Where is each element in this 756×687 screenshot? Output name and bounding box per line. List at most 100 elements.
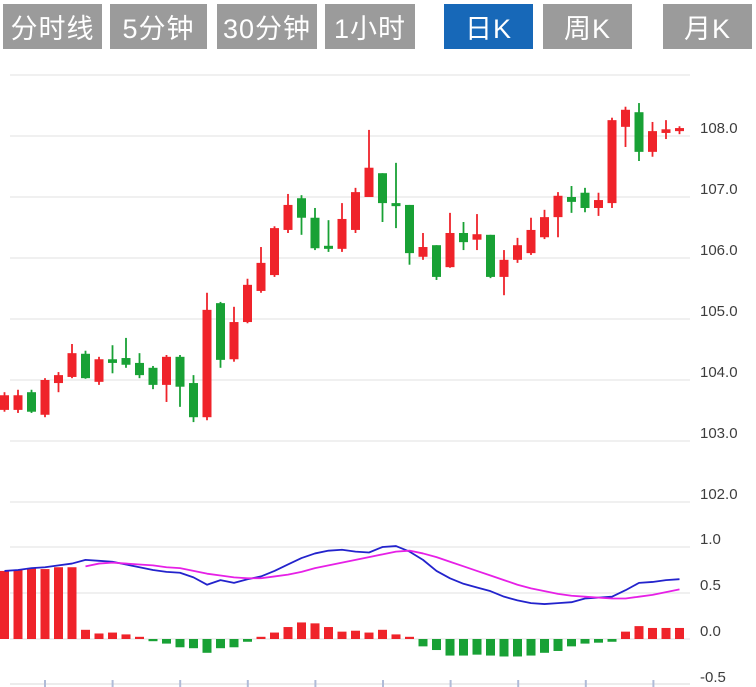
macd-histogram-bar (580, 639, 590, 644)
candle-body (634, 112, 644, 152)
macd-histogram-bar (324, 627, 333, 639)
macd-histogram-bar (135, 636, 144, 639)
macd-histogram-bar (108, 632, 117, 639)
candle-body (661, 129, 671, 133)
candle-body (580, 192, 590, 208)
candle-body (486, 234, 495, 277)
macd-histogram-bar (189, 639, 198, 649)
candle-body (567, 197, 576, 202)
candle-body (40, 380, 50, 415)
price-axis-label: 103.0 (700, 425, 738, 442)
candle-body (459, 232, 468, 243)
tab-daily-k[interactable]: 日K (444, 4, 533, 49)
macd-histogram-bar (13, 570, 23, 639)
candle-body (621, 109, 630, 127)
macd-histogram-bar (310, 623, 320, 639)
candle-body (310, 217, 320, 249)
macd-histogram-bar (405, 636, 414, 639)
price-axis-label: 102.0 (700, 486, 738, 503)
candle-body (324, 245, 333, 249)
tab-30min[interactable]: 30分钟 (217, 4, 317, 49)
price-axis-label: 105.0 (700, 303, 738, 320)
macd-histogram-bar (54, 567, 63, 639)
macd-histogram-bar (432, 639, 441, 651)
macd-histogram-bar (202, 639, 212, 653)
macd-axis-label: 0.0 (700, 623, 721, 640)
price-axis-label: 108.0 (700, 120, 738, 137)
candle-body (418, 247, 428, 257)
macd-histogram-bar (378, 629, 387, 639)
candle-body (189, 383, 198, 418)
candle-body (13, 395, 23, 410)
price-axis-label: 106.0 (700, 242, 738, 259)
candle-body (229, 322, 239, 360)
macd-histogram-bar (567, 639, 576, 647)
macd-histogram-bar (513, 639, 522, 657)
macd-histogram-bar (418, 639, 428, 647)
candle-body (94, 359, 104, 382)
macd-histogram-bar (459, 639, 468, 656)
macd-histogram-bar (499, 639, 509, 657)
macd-histogram-bar (162, 639, 171, 644)
price-axis-label: 104.0 (700, 364, 738, 381)
candle-body (432, 245, 441, 277)
candle-body (445, 232, 455, 268)
candle-body (162, 356, 171, 385)
macd-histogram-bar (121, 634, 131, 639)
tab-weekly-k[interactable]: 周K (543, 4, 632, 49)
candle-body (499, 259, 509, 277)
macd-histogram-bar (553, 639, 563, 651)
candle-body (526, 229, 536, 254)
macd-histogram-bar (648, 627, 657, 639)
macd-axis-label: -0.5 (700, 669, 726, 686)
macd-histogram-bar (27, 568, 36, 639)
candle-body (0, 395, 9, 410)
macd-histogram-bar (351, 630, 360, 639)
macd-histogram-bar (81, 629, 90, 639)
macd-axis-label: 1.0 (700, 531, 721, 548)
candle-body (472, 234, 482, 240)
tab-monthly-k[interactable]: 月K (663, 4, 752, 49)
candle-body (594, 200, 603, 208)
candle-body (297, 198, 306, 218)
candle-body (283, 204, 293, 230)
macd-histogram-bar (175, 639, 185, 648)
macd-histogram-bar (486, 639, 495, 656)
macd-histogram-bar (229, 639, 239, 648)
macd-axis-label: 0.5 (700, 577, 721, 594)
tab-minute-line[interactable]: 分时线 (3, 4, 102, 49)
macd-histogram-bar (0, 570, 9, 639)
candle-body (256, 262, 266, 291)
candle-body (648, 131, 657, 152)
macd-histogram-bar (297, 622, 306, 639)
candle-body (202, 309, 212, 418)
macd-histogram-bar (364, 632, 374, 639)
macd-histogram-bar (540, 639, 549, 653)
candle-body (216, 303, 225, 360)
candle-body (135, 362, 144, 376)
candle-body (337, 218, 347, 249)
macd-histogram-bar (283, 627, 293, 639)
macd-histogram-bar (256, 636, 266, 639)
macd-histogram-bar (661, 627, 671, 639)
macd-histogram-bar (243, 639, 252, 642)
tab-5min[interactable]: 5分钟 (110, 4, 207, 49)
macd-histogram-bar (526, 639, 536, 656)
macd-histogram-bar (675, 627, 684, 639)
macd-histogram-bar (216, 639, 225, 649)
macd-histogram-bar (621, 631, 630, 639)
candle-body (67, 353, 77, 377)
candle-body (540, 217, 549, 238)
candle-body (175, 356, 185, 387)
macd-histogram-bar (94, 633, 104, 639)
candle-body (121, 358, 131, 365)
macd-histogram-bar (148, 639, 158, 642)
dea-line (85, 549, 680, 600)
tab-1hour[interactable]: 1小时 (325, 4, 415, 49)
candle-body (675, 128, 684, 132)
interval-tabbar: 分时线 5分钟 30分钟 1小时 日K 周K 月K (0, 0, 756, 52)
candle-body (378, 173, 387, 204)
candle-body (270, 228, 279, 276)
